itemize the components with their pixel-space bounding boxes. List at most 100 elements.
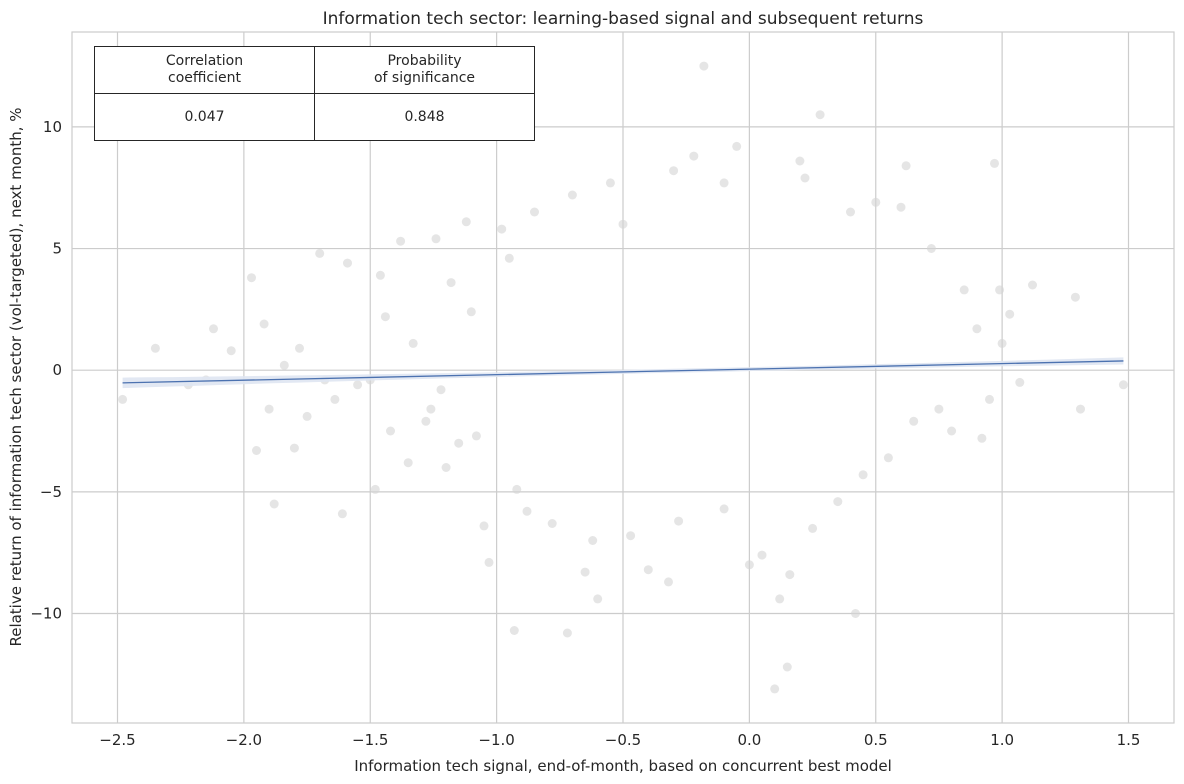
scatter-point (744, 560, 754, 570)
y-tick-label: 5 (52, 240, 62, 258)
scatter-point (833, 497, 843, 507)
correlation-value: 0.047 (94, 93, 315, 141)
y-tick-label: −5 (40, 483, 62, 501)
y-tick-label: 0 (52, 361, 62, 379)
scatter-point (593, 594, 603, 604)
x-tick-label: −1.0 (478, 731, 514, 749)
scatter-point (512, 484, 522, 494)
scatter-point (972, 324, 982, 334)
probability-value: 0.848 (314, 93, 535, 141)
scatter-point (431, 234, 441, 244)
scatter-point (934, 404, 944, 414)
scatter-point (1070, 292, 1080, 302)
scatter-point (770, 684, 780, 694)
scatter-point (990, 158, 999, 168)
x-axis-label: Information tech signal, end-of-month, b… (354, 757, 892, 775)
scatter-point (782, 662, 792, 672)
scatter-point (269, 499, 279, 509)
scatter-point (226, 346, 236, 356)
scatter-point (909, 416, 919, 426)
x-tick-label: 0.5 (864, 731, 888, 749)
scatter-point (370, 484, 380, 494)
scatter-point (247, 273, 256, 283)
regression-line (122, 360, 1124, 384)
scatter-point (421, 416, 431, 426)
scatter-point (1076, 404, 1085, 414)
scatter-point (977, 433, 987, 443)
scatter-point (509, 626, 519, 635)
confidence-band (122, 357, 1124, 389)
x-tick-label: 0.0 (737, 731, 761, 749)
scatter-point (985, 394, 994, 404)
scatter-point (959, 285, 969, 295)
scatter-point (343, 258, 352, 268)
scatter-point (209, 324, 218, 334)
x-tick-label: 1.5 (1117, 731, 1141, 749)
scatter-point (1118, 380, 1128, 390)
scatter-point (264, 404, 274, 414)
correlation-header-line-1: Correlation (165, 53, 244, 69)
x-tick-label: −2.5 (99, 731, 135, 749)
scatter-point (479, 521, 489, 531)
scatter-point (426, 404, 436, 414)
correlation-header-line-2: coefficient (168, 70, 241, 86)
x-tick-labels: −2.5 −2.0 −1.5 −1.0 −0.5 0.0 0.5 1.0 1.5 (99, 731, 1140, 749)
scatter-point (315, 248, 325, 258)
scatter-point (757, 550, 767, 560)
scatter-point (896, 202, 906, 212)
scatter-point (484, 557, 494, 567)
scatter-point (403, 458, 413, 468)
scatter-point (150, 343, 160, 353)
scatter-point (588, 536, 598, 545)
scatter-point (252, 446, 261, 455)
scatter-point (699, 61, 709, 71)
scatter-point (375, 270, 385, 280)
scatter-point (522, 506, 532, 516)
scatter-point (871, 197, 881, 207)
scatter-point (547, 519, 557, 528)
y-tick-labels: −10 −5 0 5 10 (30, 118, 62, 623)
scatter-point (1015, 377, 1025, 387)
scatter-point (337, 509, 347, 519)
scatter-point (643, 565, 653, 575)
scatter-point (997, 338, 1007, 348)
scatter-point (466, 307, 476, 317)
scatter-point (396, 236, 406, 246)
scatter-point (259, 319, 269, 329)
chart-title: Information tech sector: learning-based … (323, 9, 924, 29)
scatter-point (732, 141, 742, 151)
scatter-point (289, 443, 299, 453)
scatter-point (618, 219, 628, 229)
scatter-point (947, 426, 957, 436)
scatter-point (386, 426, 395, 436)
scatter-point (858, 470, 868, 480)
scatter-point (118, 394, 128, 404)
scatter-point (441, 463, 451, 472)
scatter-point (567, 190, 577, 200)
scatter-point (669, 166, 679, 176)
x-tick-label: −1.5 (352, 731, 388, 749)
scatter-point (295, 343, 304, 353)
scatter-point (279, 360, 289, 370)
scatter-point (408, 338, 418, 348)
scatter-point (719, 178, 729, 188)
scatter-point (775, 594, 785, 604)
x-tick-label: 1.0 (990, 731, 1014, 749)
scatter-point (851, 609, 860, 618)
scatter-point (436, 385, 446, 395)
probability-header-cell: Probability of significance (314, 46, 535, 94)
x-tick-label: −2.0 (226, 731, 262, 749)
y-tick-label: 10 (43, 118, 62, 136)
scatter-point (1005, 309, 1015, 319)
probability-header-line-2: of significance (373, 70, 476, 86)
scatter-point (446, 278, 456, 288)
scatter-point (795, 156, 805, 166)
scatter-point (330, 394, 340, 404)
x-tick-label: −0.5 (605, 731, 641, 749)
scatter-point (674, 516, 684, 526)
scatter-point (846, 207, 855, 217)
y-axis-label: Relative return of information tech sect… (7, 107, 25, 646)
scatter-point (504, 253, 514, 263)
scatter-point (785, 570, 795, 580)
scatter-point (353, 380, 363, 390)
